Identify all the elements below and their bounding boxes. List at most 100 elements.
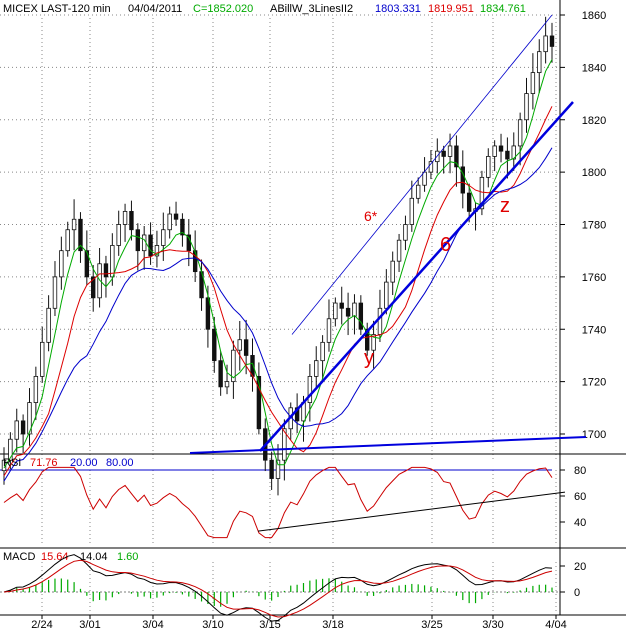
candle-body	[492, 145, 497, 157]
candle-body	[212, 328, 217, 362]
candle-body	[403, 224, 408, 241]
candle-body	[384, 281, 389, 309]
indicator-lines	[3, 14, 553, 482]
x-tick-label: 3/10	[202, 619, 223, 631]
ma-green-line	[3, 59, 553, 469]
candle-body	[441, 150, 446, 157]
x-tick-label: 3/04	[142, 619, 163, 631]
header-date: 04/04/2011	[128, 3, 182, 15]
candle-body	[71, 218, 77, 231]
macd-label: MACD	[3, 551, 35, 563]
candle-body	[205, 297, 211, 330]
candle-body	[409, 197, 415, 225]
candle-body	[428, 161, 434, 173]
x-tick-label: 3/30	[482, 619, 503, 631]
rsi-label: RSI	[3, 457, 21, 469]
candle-body	[333, 302, 338, 320]
candle-body	[8, 438, 13, 461]
candle-body	[59, 250, 64, 278]
y-tick-label: 1720	[582, 377, 606, 389]
candle-body	[358, 302, 364, 330]
y-tick-label: 1840	[582, 62, 606, 74]
candle-body	[345, 307, 351, 317]
x-tick-label: 3/15	[259, 619, 280, 631]
rsi-header: RSI 71.76 20.00 80.00	[3, 457, 134, 469]
candle-body	[530, 72, 536, 94]
channel-upper-line	[291, 14, 553, 335]
macd-panel	[3, 554, 553, 622]
candle-body	[549, 35, 555, 47]
rsi-panel	[3, 466, 566, 539]
candle-body	[275, 459, 281, 479]
candle-body	[396, 239, 402, 262]
header-ind-val-3: 1834.761	[480, 3, 526, 15]
candle-body	[505, 150, 510, 160]
candle-body	[224, 381, 230, 388]
candle-body	[307, 375, 313, 403]
x-tick-label: 3/25	[421, 619, 442, 631]
candle-body	[110, 245, 115, 278]
candle-body	[129, 211, 134, 231]
candle-body	[173, 213, 179, 220]
candle-body	[511, 145, 516, 160]
candle-body	[339, 302, 344, 309]
header-title: MICEX LAST-120 min	[3, 3, 111, 15]
candle-body	[243, 339, 249, 356]
x-tick-label: 2/24	[31, 619, 52, 631]
candle-body	[422, 171, 427, 186]
y-tick-label: 1820	[582, 115, 606, 127]
candle-body	[377, 307, 383, 335]
candle-body	[517, 119, 523, 147]
candle-body	[97, 263, 102, 299]
candle-body	[415, 184, 421, 199]
candle-body	[218, 360, 223, 388]
candle-body	[479, 176, 485, 210]
candle-body	[371, 334, 376, 351]
macd-header: MACD 15.64 14.04 1.60	[3, 551, 138, 563]
candle-body	[161, 229, 166, 246]
candle-body	[46, 307, 51, 343]
candle-body	[148, 234, 153, 257]
macd-value-2: 14.04	[80, 551, 108, 563]
trend-support-line	[259, 101, 574, 452]
annotation-6-star: 6*	[364, 208, 378, 224]
x-tick-label: 3/18	[322, 619, 343, 631]
trend-base-line	[189, 436, 587, 454]
candle-body	[447, 145, 453, 157]
y-tick-label: 1760	[582, 272, 606, 284]
candle-body	[352, 302, 357, 317]
candle-body	[91, 276, 96, 299]
candle-body	[154, 245, 160, 257]
candle-body	[20, 420, 26, 435]
candle-body	[78, 218, 83, 252]
candle-body	[231, 349, 236, 383]
candle-body	[40, 341, 45, 377]
candle-body	[460, 166, 465, 194]
candle-body	[326, 318, 332, 343]
y-tick-label: 1700	[582, 429, 606, 441]
annotation-y: y	[364, 347, 374, 369]
candle-body	[103, 263, 109, 278]
header-close: C=1852.020	[193, 3, 253, 15]
candle-body	[269, 459, 274, 479]
header-ind-val-2: 1819.951	[428, 3, 474, 15]
chart-header: MICEX LAST-120 min 04/04/2011 C=1852.020…	[3, 3, 526, 15]
candle-body	[314, 360, 319, 377]
trend-lines	[189, 101, 587, 454]
y-tick-label: 1780	[582, 220, 606, 232]
macd-line	[3, 554, 553, 622]
candle-body	[365, 328, 370, 351]
macd-value-1: 15.64	[41, 551, 69, 563]
candle-body	[180, 218, 185, 236]
macd-y-tick-label: 0	[574, 587, 580, 599]
header-ind-val-1: 1803.331	[375, 3, 421, 15]
candle-body	[466, 192, 472, 212]
candle-body	[192, 250, 198, 273]
candle-body	[320, 341, 325, 362]
candle-body	[141, 234, 147, 252]
rsi-trend-line	[257, 491, 566, 532]
candle-body	[167, 213, 172, 231]
